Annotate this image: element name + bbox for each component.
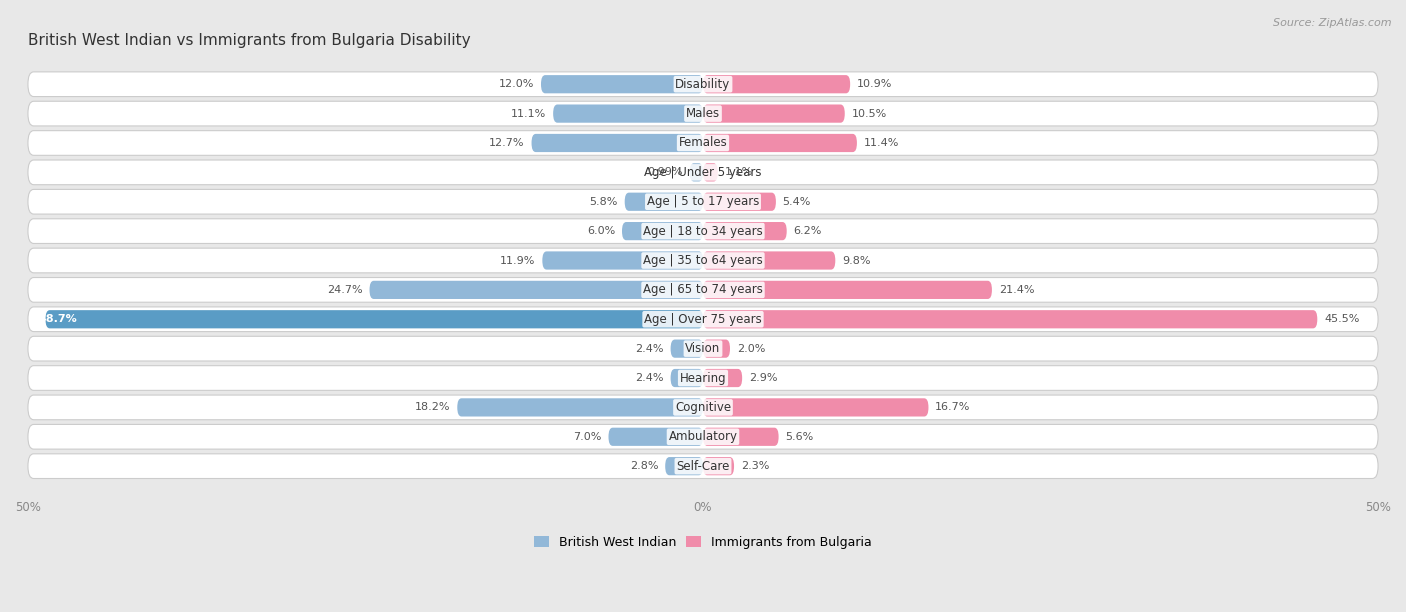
Text: Age | Over 75 years: Age | Over 75 years: [644, 313, 762, 326]
Text: 12.7%: 12.7%: [489, 138, 524, 148]
FancyBboxPatch shape: [370, 281, 703, 299]
FancyBboxPatch shape: [28, 189, 1378, 214]
FancyBboxPatch shape: [531, 134, 703, 152]
FancyBboxPatch shape: [703, 75, 851, 93]
FancyBboxPatch shape: [703, 310, 1317, 329]
FancyBboxPatch shape: [703, 252, 835, 270]
FancyBboxPatch shape: [28, 248, 1378, 273]
Text: 11.9%: 11.9%: [501, 255, 536, 266]
FancyBboxPatch shape: [28, 101, 1378, 126]
FancyBboxPatch shape: [28, 130, 1378, 155]
FancyBboxPatch shape: [703, 193, 776, 211]
Text: 48.7%: 48.7%: [39, 314, 77, 324]
Text: Self-Care: Self-Care: [676, 460, 730, 472]
Text: 2.8%: 2.8%: [630, 461, 658, 471]
FancyBboxPatch shape: [28, 454, 1378, 479]
FancyBboxPatch shape: [457, 398, 703, 417]
FancyBboxPatch shape: [703, 163, 718, 182]
Text: Females: Females: [679, 136, 727, 149]
Text: 2.4%: 2.4%: [636, 344, 664, 354]
Text: Source: ZipAtlas.com: Source: ZipAtlas.com: [1274, 18, 1392, 28]
Text: 10.9%: 10.9%: [856, 79, 893, 89]
Text: 12.0%: 12.0%: [499, 79, 534, 89]
Text: Vision: Vision: [685, 342, 721, 355]
FancyBboxPatch shape: [671, 369, 703, 387]
Text: Hearing: Hearing: [679, 371, 727, 384]
FancyBboxPatch shape: [689, 163, 703, 182]
Text: 5.6%: 5.6%: [786, 432, 814, 442]
Text: 5.8%: 5.8%: [589, 196, 619, 207]
FancyBboxPatch shape: [703, 222, 787, 241]
Text: 7.0%: 7.0%: [574, 432, 602, 442]
FancyBboxPatch shape: [703, 134, 856, 152]
Text: 2.9%: 2.9%: [749, 373, 778, 383]
FancyBboxPatch shape: [703, 281, 991, 299]
Text: 9.8%: 9.8%: [842, 255, 870, 266]
Text: 18.2%: 18.2%: [415, 403, 450, 412]
FancyBboxPatch shape: [609, 428, 703, 446]
FancyBboxPatch shape: [28, 337, 1378, 361]
FancyBboxPatch shape: [624, 193, 703, 211]
Text: 6.0%: 6.0%: [586, 226, 616, 236]
FancyBboxPatch shape: [703, 457, 734, 476]
Text: 0.99%: 0.99%: [647, 167, 683, 177]
Text: Disability: Disability: [675, 78, 731, 91]
Text: 10.5%: 10.5%: [852, 108, 887, 119]
FancyBboxPatch shape: [703, 369, 742, 387]
FancyBboxPatch shape: [28, 366, 1378, 390]
Text: Age | 35 to 64 years: Age | 35 to 64 years: [643, 254, 763, 267]
Text: Age | 5 to 17 years: Age | 5 to 17 years: [647, 195, 759, 208]
FancyBboxPatch shape: [671, 340, 703, 358]
FancyBboxPatch shape: [553, 105, 703, 123]
FancyBboxPatch shape: [45, 310, 703, 329]
Text: Males: Males: [686, 107, 720, 120]
Text: 21.4%: 21.4%: [998, 285, 1035, 295]
Text: 11.4%: 11.4%: [863, 138, 898, 148]
FancyBboxPatch shape: [28, 277, 1378, 302]
FancyBboxPatch shape: [28, 72, 1378, 97]
Text: 1.1%: 1.1%: [724, 167, 752, 177]
Text: British West Indian vs Immigrants from Bulgaria Disability: British West Indian vs Immigrants from B…: [28, 34, 471, 48]
Text: 6.2%: 6.2%: [793, 226, 823, 236]
FancyBboxPatch shape: [28, 218, 1378, 244]
Text: 2.3%: 2.3%: [741, 461, 769, 471]
FancyBboxPatch shape: [703, 340, 730, 358]
FancyBboxPatch shape: [543, 252, 703, 270]
FancyBboxPatch shape: [28, 395, 1378, 420]
Text: 11.1%: 11.1%: [512, 108, 547, 119]
Text: 45.5%: 45.5%: [1324, 314, 1360, 324]
Legend: British West Indian, Immigrants from Bulgaria: British West Indian, Immigrants from Bul…: [529, 531, 877, 554]
Text: Age | 18 to 34 years: Age | 18 to 34 years: [643, 225, 763, 237]
Text: 2.4%: 2.4%: [636, 373, 664, 383]
Text: Cognitive: Cognitive: [675, 401, 731, 414]
Text: 24.7%: 24.7%: [328, 285, 363, 295]
FancyBboxPatch shape: [703, 428, 779, 446]
FancyBboxPatch shape: [703, 398, 928, 417]
Text: 2.0%: 2.0%: [737, 344, 765, 354]
Text: Age | 65 to 74 years: Age | 65 to 74 years: [643, 283, 763, 296]
Text: Age | Under 5 years: Age | Under 5 years: [644, 166, 762, 179]
FancyBboxPatch shape: [621, 222, 703, 241]
FancyBboxPatch shape: [28, 160, 1378, 185]
FancyBboxPatch shape: [665, 457, 703, 476]
FancyBboxPatch shape: [703, 105, 845, 123]
Text: Ambulatory: Ambulatory: [668, 430, 738, 443]
Text: 5.4%: 5.4%: [783, 196, 811, 207]
FancyBboxPatch shape: [28, 307, 1378, 332]
Text: 16.7%: 16.7%: [935, 403, 970, 412]
FancyBboxPatch shape: [541, 75, 703, 93]
FancyBboxPatch shape: [28, 425, 1378, 449]
